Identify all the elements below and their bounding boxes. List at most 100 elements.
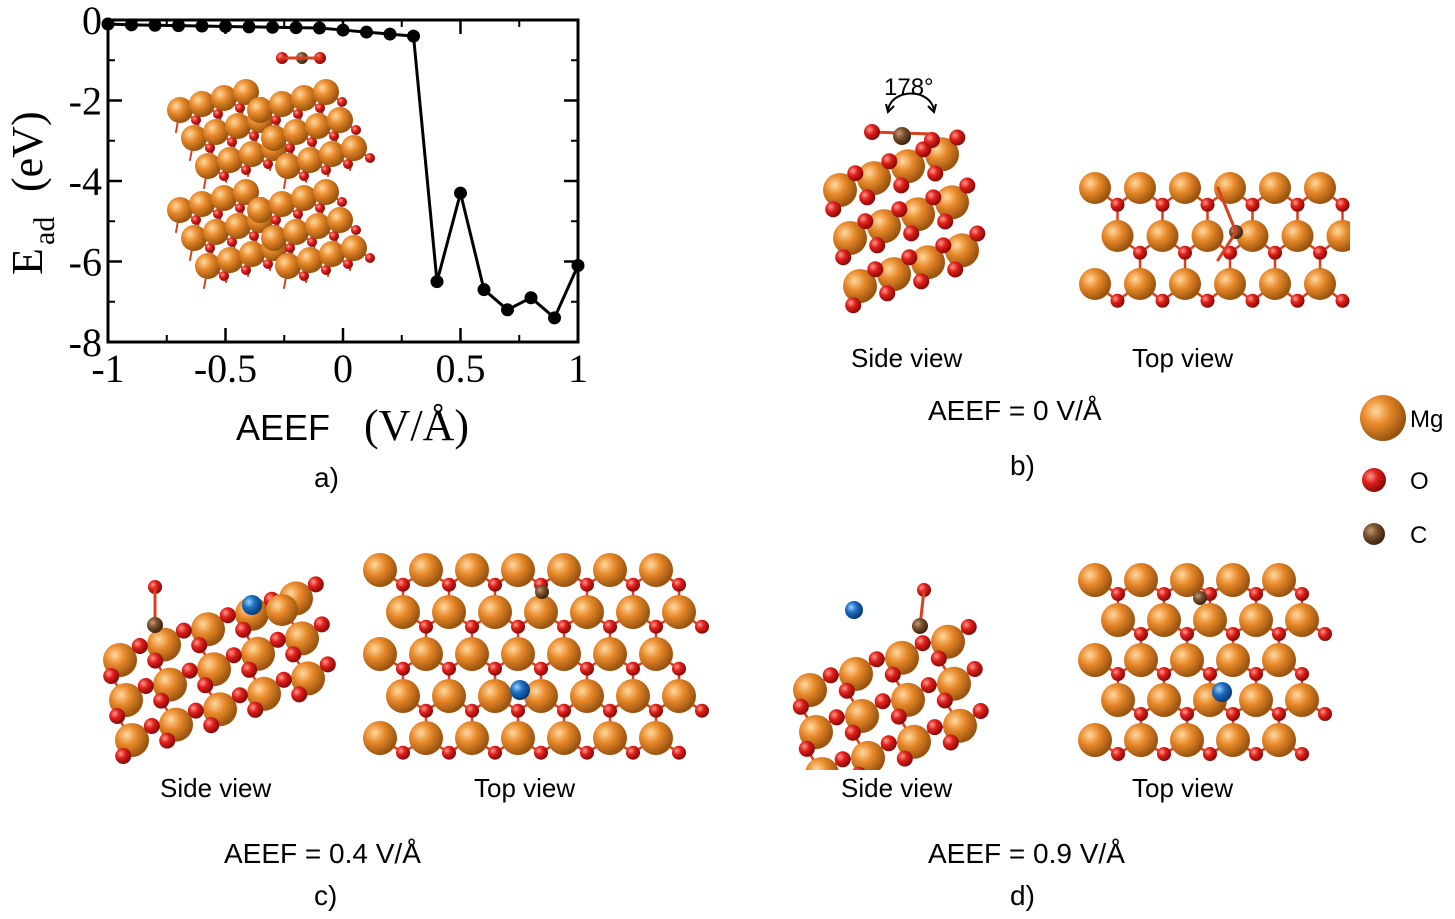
o-atom (672, 577, 686, 592)
o-atom (825, 201, 842, 218)
mg-atom (1101, 603, 1135, 637)
o-atom (672, 661, 686, 676)
angle-arc (887, 92, 935, 111)
o-atom (488, 577, 502, 592)
o-atom (949, 129, 966, 146)
o-atom (103, 668, 120, 684)
mg-atom (937, 666, 971, 701)
mg-atom (297, 147, 323, 173)
mg-atom (261, 225, 287, 251)
mg-atom (478, 595, 512, 629)
mg-atom (1078, 723, 1112, 757)
x-tick-label: -1 (91, 346, 124, 391)
o-atom (299, 171, 309, 181)
mg-atom (195, 253, 221, 279)
o-atom (1200, 293, 1215, 308)
mg-atom (319, 241, 345, 267)
adsorbed-atom (1212, 682, 1232, 702)
o-atom (1335, 293, 1350, 308)
mg-atom (547, 721, 581, 755)
o-atom (465, 703, 479, 718)
o-atom (321, 265, 331, 275)
o-atom (219, 271, 229, 281)
bend-angle-label: 178° (884, 74, 934, 101)
mg-atom (877, 257, 911, 292)
o-atom (1134, 707, 1148, 721)
legend-mg-label: Mg (1410, 406, 1444, 433)
mg-atom (455, 637, 489, 671)
o-atom (511, 703, 525, 718)
mg-atom (319, 141, 345, 167)
data-point (336, 23, 350, 37)
o-atom (828, 709, 845, 726)
mg-atom (363, 637, 397, 671)
o-atom (1111, 667, 1125, 681)
mg-atom (1236, 220, 1269, 252)
o-atom (396, 661, 410, 676)
mg-atom (167, 197, 193, 223)
o-atom (396, 577, 410, 592)
o-atom (219, 171, 229, 181)
mg-atom (931, 624, 965, 659)
o-atom (337, 97, 347, 107)
o-atom (798, 740, 815, 757)
data-point (195, 19, 209, 33)
o-atom (263, 259, 273, 269)
o-atom (1318, 627, 1332, 641)
o-atom (845, 297, 862, 314)
d-field-label: AEEF = 0.9 V/Å (928, 838, 1125, 869)
o-atom (241, 165, 251, 175)
mg-atom (570, 595, 604, 629)
mg-atom (524, 679, 558, 713)
o-atom (511, 619, 525, 634)
o-atom (181, 662, 198, 679)
legend-o-marker (1362, 468, 1386, 492)
mg-atom (261, 125, 287, 151)
o-atom (1295, 667, 1309, 681)
o-atom (1155, 197, 1170, 212)
o-atom (1290, 197, 1305, 212)
data-point (148, 18, 162, 32)
mg-atom (1262, 643, 1296, 677)
o-atom (672, 745, 686, 760)
mg-atom (1147, 603, 1181, 637)
o-atom (291, 686, 308, 703)
o-atom (969, 225, 986, 242)
o-atom (241, 661, 258, 678)
panel-label-b: b) (1010, 450, 1035, 481)
o-atom (153, 692, 170, 709)
mg-atom (593, 637, 627, 671)
mg-atom (233, 179, 259, 205)
c-field-label: AEEF = 0.4 V/Å (224, 838, 421, 869)
o-atom (1272, 627, 1286, 641)
mg-atom (1079, 268, 1111, 300)
mg-atom (247, 97, 273, 123)
o-atom (603, 619, 617, 634)
o-atom (960, 619, 977, 635)
data-point (219, 19, 232, 33)
mg-atom (891, 682, 925, 717)
mg-atom (217, 247, 243, 273)
o-atom (396, 745, 410, 760)
mg-atom (1304, 268, 1336, 300)
mg-atom (1239, 683, 1273, 717)
o-atom (890, 708, 907, 725)
mg-atom (181, 225, 207, 251)
angle-arrow-right (927, 103, 937, 114)
mg-atom (313, 79, 339, 105)
mg-atom (1146, 220, 1179, 252)
mg-atom (823, 173, 857, 207)
mg-atom (269, 91, 295, 117)
o-atom (1295, 587, 1309, 601)
c-atom (147, 617, 163, 633)
o-atom (263, 159, 273, 169)
mg-atom (291, 85, 317, 111)
bond (1216, 186, 1238, 234)
o-atom (822, 667, 839, 684)
x-axis-label-unit: (V/Å) (364, 401, 469, 450)
o-atom (927, 165, 944, 182)
y-axis-label-sub: ad (28, 217, 61, 245)
o-atom (275, 671, 292, 688)
o-atom (926, 719, 943, 736)
y-tick-label: 0 (82, 0, 102, 43)
